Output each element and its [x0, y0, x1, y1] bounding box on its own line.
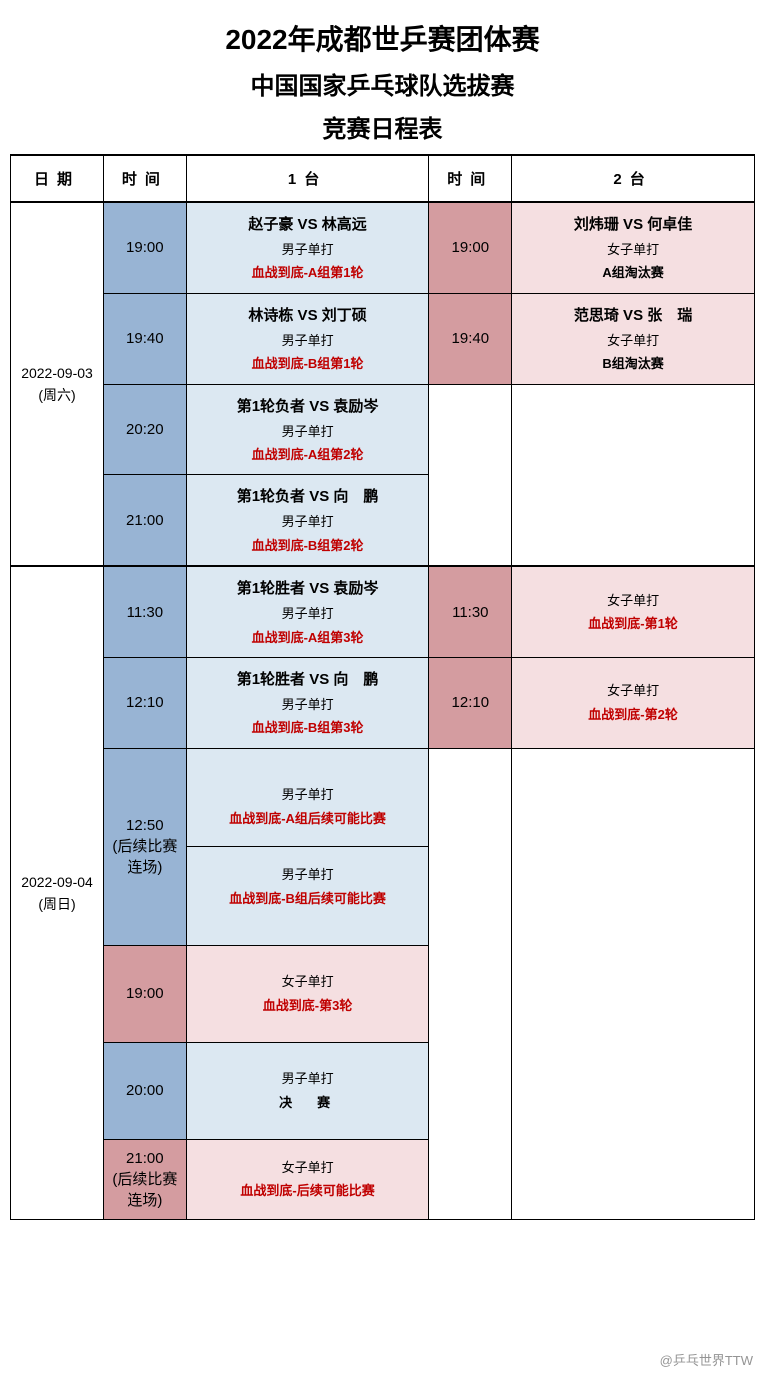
match-cell: 第1轮负者 VS 向 鹏 男子单打 血战到底-B组第2轮: [186, 475, 429, 566]
category: 男子单打: [191, 510, 425, 533]
empty-cell: [512, 384, 755, 566]
empty-cell: [429, 384, 512, 566]
header-time2: 时间: [429, 155, 512, 202]
match-cell: 男子单打 决 赛: [186, 1042, 429, 1139]
schedule-table: 日期 时间 1台 时间 2台 2022-09-03 (周六) 19:00 赵子豪…: [10, 154, 755, 1220]
players: 刘炜珊 VS 何卓佳: [516, 211, 750, 238]
round: 血战到底-第1轮: [516, 612, 750, 635]
title-line1: 2022年成都世乒赛团体赛: [10, 18, 755, 58]
category: 男子单打: [191, 238, 425, 261]
category: 男子单打: [191, 1067, 425, 1090]
match-cell: 第1轮胜者 VS 向 鹏 男子单打 血战到底-B组第3轮: [186, 657, 429, 748]
table-row: 2022-09-03 (周六) 19:00 赵子豪 VS 林高远 男子单打 血战…: [11, 202, 755, 293]
category: 女子单打: [516, 329, 750, 352]
watermark: @乒乓世界TTW: [660, 1350, 753, 1369]
match-cell: 第1轮胜者 VS 袁励岑 男子单打 血战到底-A组第3轮: [186, 566, 429, 657]
players: 第1轮胜者 VS 向 鹏: [191, 666, 425, 693]
category: 女子单打: [191, 1156, 425, 1179]
time-cell: 21:00 (后续比赛连场): [104, 1139, 187, 1219]
round: 血战到底-B组第2轮: [191, 534, 425, 557]
weekday-text: (周六): [11, 384, 103, 406]
table-row: 12:10 第1轮胜者 VS 向 鹏 男子单打 血战到底-B组第3轮 12:10…: [11, 657, 755, 748]
category: 男子单打: [191, 783, 425, 806]
table-row: 12:50 (后续比赛连场) 男子单打 血战到底-A组后续可能比赛 男子单打 血…: [11, 748, 755, 945]
match-cell-split: 男子单打 血战到底-A组后续可能比赛 男子单打 血战到底-B组后续可能比赛: [186, 748, 429, 945]
category: 女子单打: [516, 589, 750, 612]
header-table2: 2台: [512, 155, 755, 202]
time-cell: 20:00: [104, 1042, 187, 1139]
time-cell: 19:40: [429, 293, 512, 384]
date-cell-day1: 2022-09-03 (周六): [11, 202, 104, 566]
category: 女子单打: [516, 238, 750, 261]
time-cell: 12:10: [429, 657, 512, 748]
header-table1: 1台: [186, 155, 429, 202]
time-note: (后续比赛连场): [108, 836, 182, 878]
time-cell: 19:40: [104, 293, 187, 384]
category: 男子单打: [191, 863, 425, 886]
match-cell: 女子单打 血战到底-后续可能比赛: [186, 1139, 429, 1219]
round: 血战到底-A组第2轮: [191, 443, 425, 466]
weekday-text: (周日): [11, 893, 103, 915]
title-block: 2022年成都世乒赛团体赛 中国国家乒乓球队选拔赛 竞赛日程表: [10, 18, 755, 144]
round: 血战到底-B组第3轮: [191, 716, 425, 739]
time-cell: 20:20: [104, 384, 187, 475]
round: A组淘汰赛: [516, 261, 750, 284]
time-note: (后续比赛连场): [108, 1169, 182, 1211]
round: 血战到底-B组第1轮: [191, 352, 425, 375]
match-cell: 赵子豪 VS 林高远 男子单打 血战到底-A组第1轮: [186, 202, 429, 293]
players: 林诗栋 VS 刘丁硕: [191, 302, 425, 329]
time-text: 12:50: [108, 815, 182, 836]
table-row: 19:40 林诗栋 VS 刘丁硕 男子单打 血战到底-B组第1轮 19:40 范…: [11, 293, 755, 384]
category: 男子单打: [191, 329, 425, 352]
round: 血战到底-后续可能比赛: [191, 1179, 425, 1202]
empty-cell: [429, 748, 512, 1219]
time-text: 21:00: [108, 1148, 182, 1169]
category: 男子单打: [191, 602, 425, 625]
round: 血战到底-A组第3轮: [191, 626, 425, 649]
round: 血战到底-A组后续可能比赛: [191, 807, 425, 830]
round: 血战到底-第2轮: [516, 703, 750, 726]
time-cell: 12:10: [104, 657, 187, 748]
round: B组淘汰赛: [516, 352, 750, 375]
time-cell: 12:50 (后续比赛连场): [104, 748, 187, 945]
header-time1: 时间: [104, 155, 187, 202]
match-cell: 林诗栋 VS 刘丁硕 男子单打 血战到底-B组第1轮: [186, 293, 429, 384]
match-cell: 女子单打 血战到底-第2轮: [512, 657, 755, 748]
category: 男子单打: [191, 693, 425, 716]
time-cell: 19:00: [429, 202, 512, 293]
match-cell: 刘炜珊 VS 何卓佳 女子单打 A组淘汰赛: [512, 202, 755, 293]
category: 女子单打: [516, 679, 750, 702]
round: 血战到底-第3轮: [191, 994, 425, 1017]
table-row: 20:20 第1轮负者 VS 袁励岑 男子单打 血战到底-A组第2轮: [11, 384, 755, 475]
players: 第1轮负者 VS 袁励岑: [191, 393, 425, 420]
round: 血战到底-A组第1轮: [191, 261, 425, 284]
category: 男子单打: [191, 420, 425, 443]
round: 决 赛: [191, 1091, 425, 1114]
title-line2: 中国国家乒乓球队选拔赛: [10, 66, 755, 101]
players: 赵子豪 VS 林高远: [191, 211, 425, 238]
time-cell: 21:00: [104, 475, 187, 566]
round: 血战到底-B组后续可能比赛: [191, 887, 425, 910]
header-row: 日期 时间 1台 时间 2台: [11, 155, 755, 202]
date-cell-day2: 2022-09-04 (周日): [11, 566, 104, 1219]
time-cell: 11:30: [104, 566, 187, 657]
players: 第1轮胜者 VS 袁励岑: [191, 575, 425, 602]
match-cell: 女子单打 血战到底-第3轮: [186, 945, 429, 1042]
match-cell: 第1轮负者 VS 袁励岑 男子单打 血战到底-A组第2轮: [186, 384, 429, 475]
date-text: 2022-09-03: [11, 362, 103, 384]
title-line3: 竞赛日程表: [10, 109, 755, 144]
date-text: 2022-09-04: [11, 871, 103, 893]
time-cell: 19:00: [104, 945, 187, 1042]
players: 范思琦 VS 张 瑞: [516, 302, 750, 329]
match-cell: 女子单打 血战到底-第1轮: [512, 566, 755, 657]
players: 第1轮负者 VS 向 鹏: [191, 483, 425, 510]
time-cell: 19:00: [104, 202, 187, 293]
table-row: 2022-09-04 (周日) 11:30 第1轮胜者 VS 袁励岑 男子单打 …: [11, 566, 755, 657]
match-cell: 范思琦 VS 张 瑞 女子单打 B组淘汰赛: [512, 293, 755, 384]
empty-cell: [512, 748, 755, 1219]
header-date: 日期: [11, 155, 104, 202]
time-cell: 11:30: [429, 566, 512, 657]
category: 女子单打: [191, 970, 425, 993]
